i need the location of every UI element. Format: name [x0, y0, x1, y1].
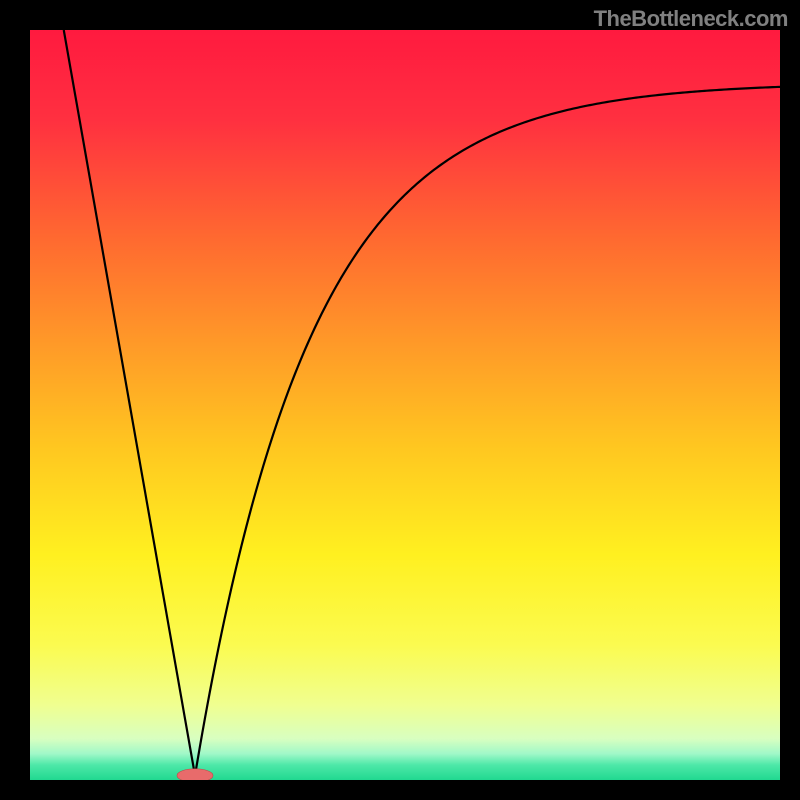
- plot-area: [30, 30, 780, 780]
- chart-svg: [30, 30, 780, 780]
- gradient-background: [30, 30, 780, 780]
- notch-marker: [177, 769, 213, 780]
- chart-frame: TheBottleneck.com: [0, 0, 800, 800]
- watermark-text: TheBottleneck.com: [594, 6, 788, 32]
